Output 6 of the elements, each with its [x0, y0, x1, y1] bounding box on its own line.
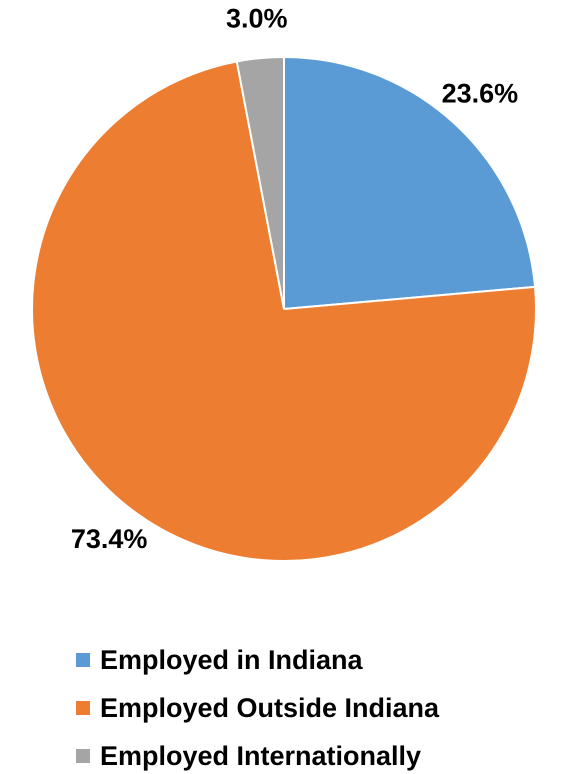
data-label: 3.0%: [226, 4, 288, 34]
legend-label: Employed Outside Indiana: [100, 692, 440, 724]
data-label: 23.6%: [442, 78, 518, 109]
legend-label: Employed Internationally: [100, 740, 422, 772]
legend-label: Employed in Indiana: [100, 644, 363, 676]
data-label: 73.4%: [70, 524, 148, 554]
